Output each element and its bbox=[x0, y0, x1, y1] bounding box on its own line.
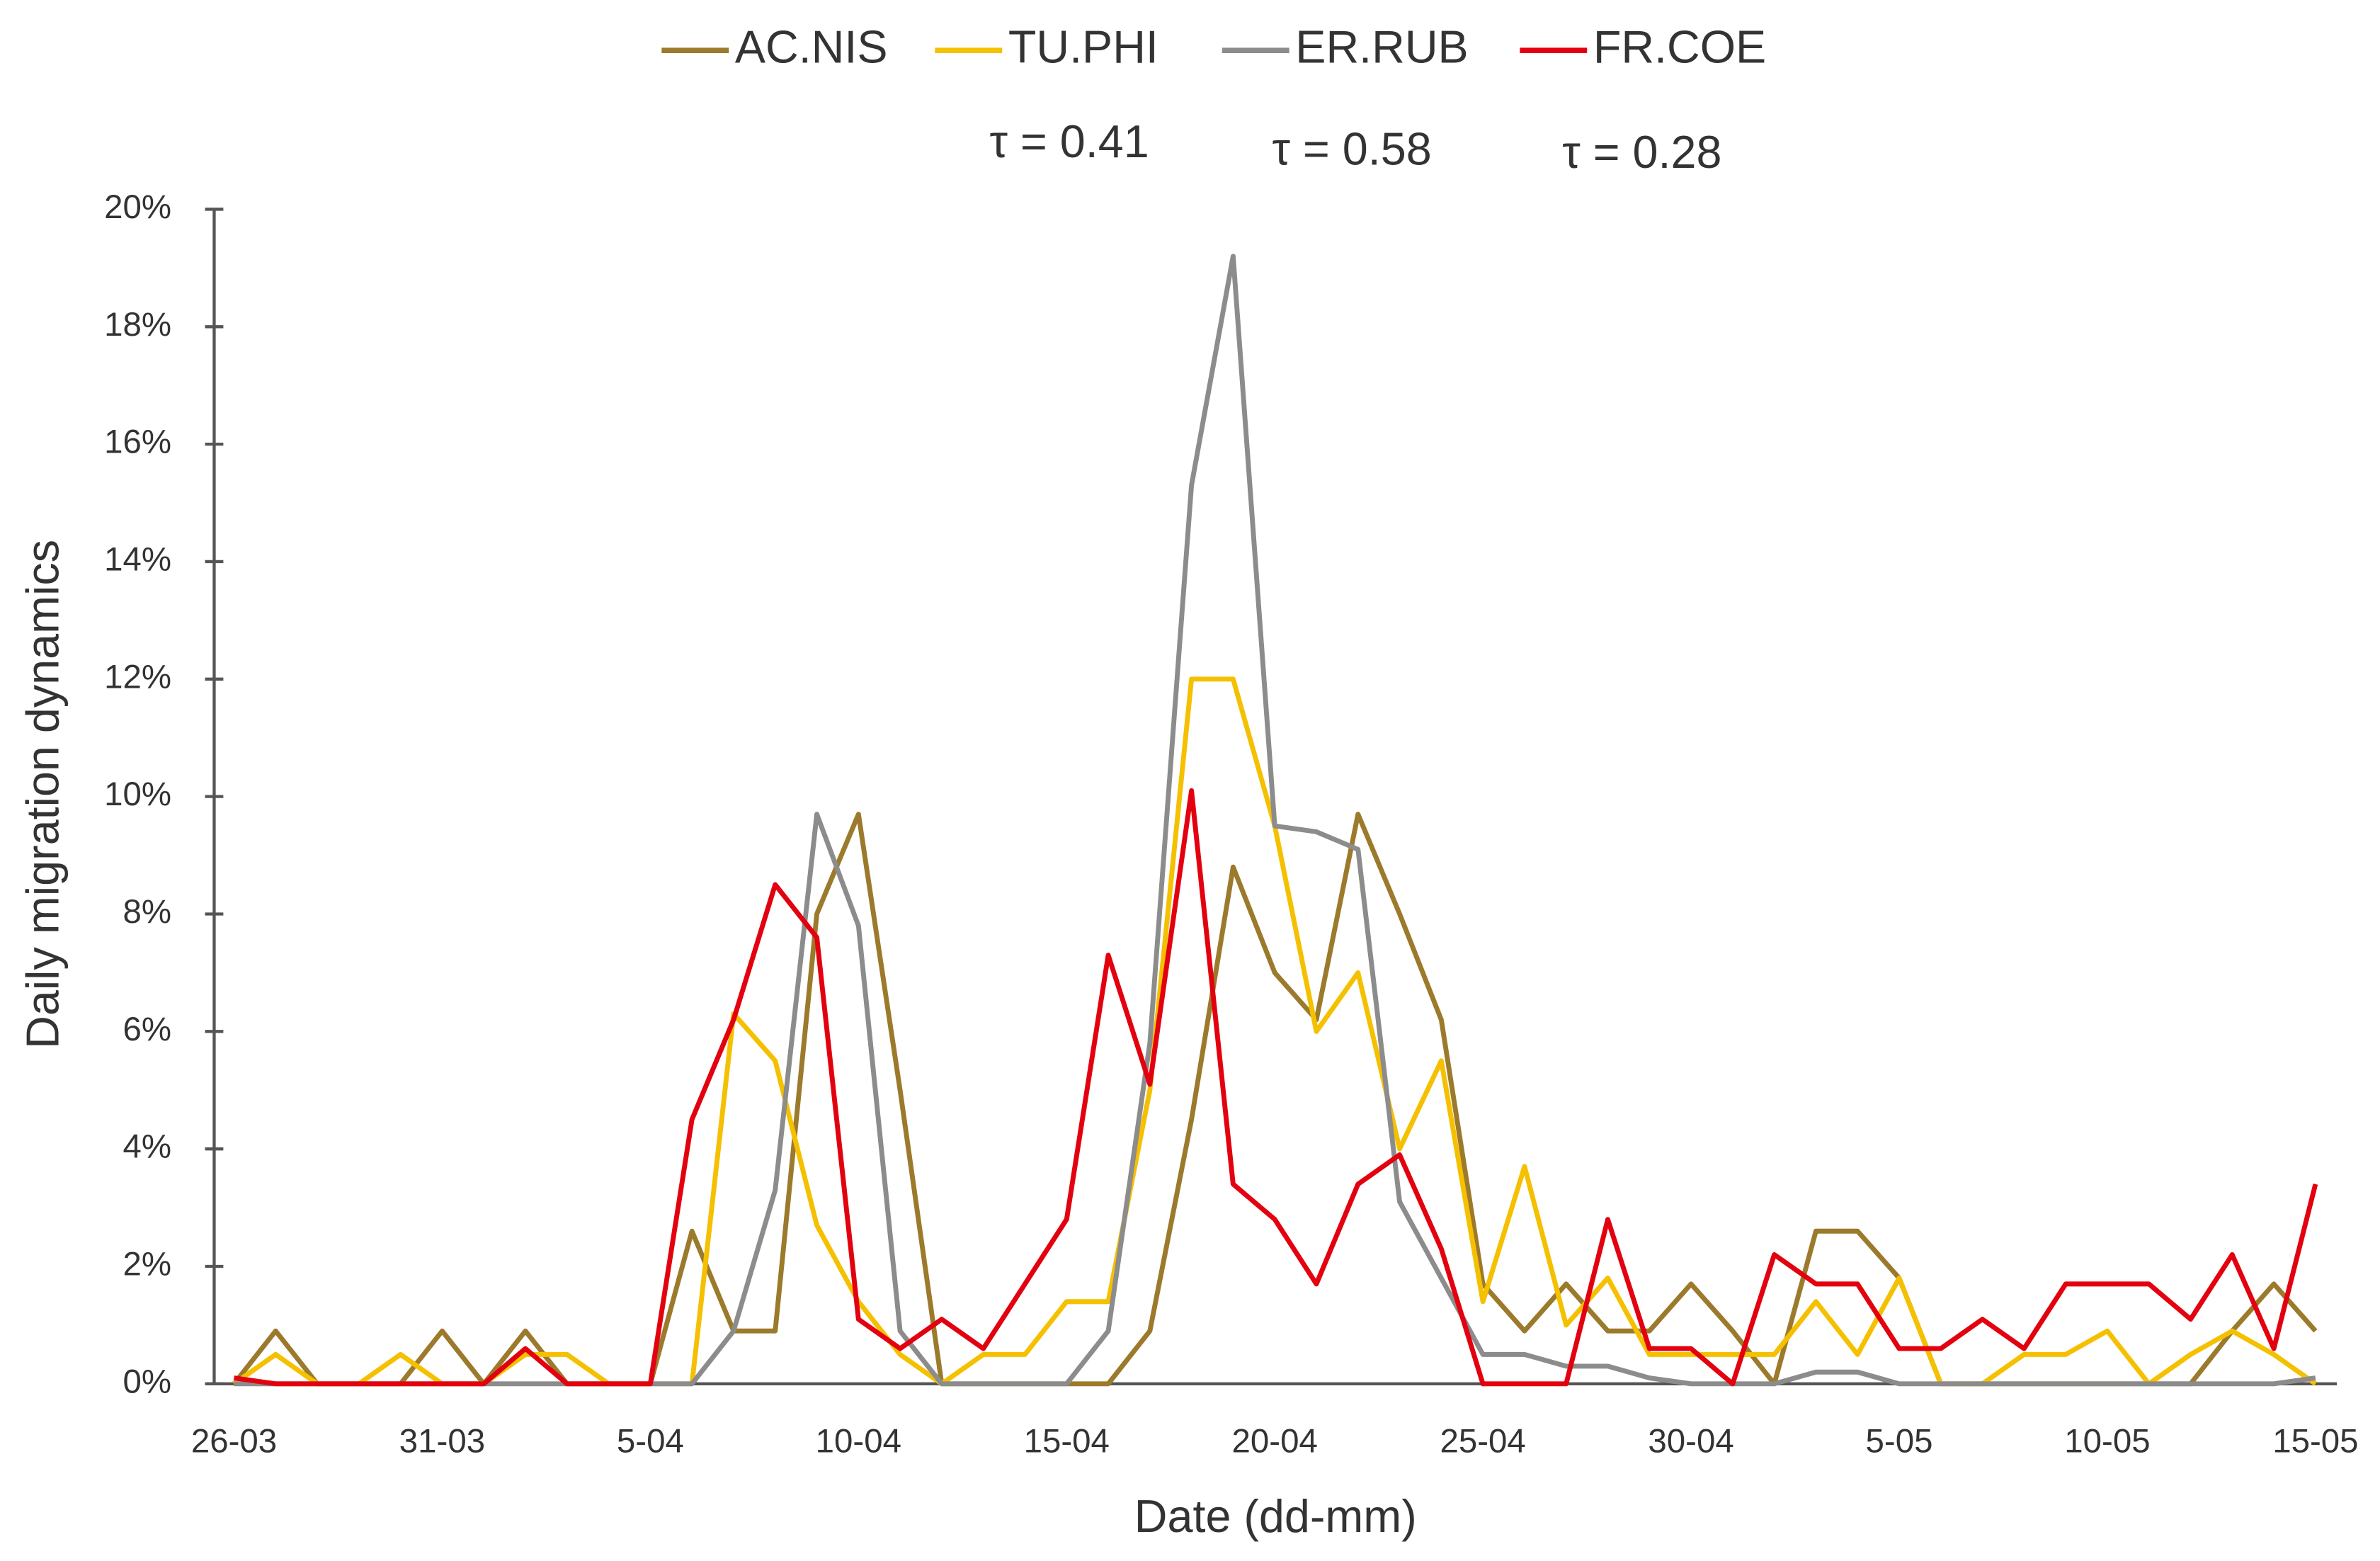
y-tick-label: 4% bbox=[123, 1128, 172, 1166]
x-tick-label: 26-03 bbox=[191, 1422, 277, 1460]
legend-label: TU.PHI bbox=[1008, 21, 1158, 72]
x-tick-label: 30-04 bbox=[1648, 1422, 1733, 1460]
x-tick-label: 15-05 bbox=[2272, 1422, 2358, 1460]
x-tick-label: 25-04 bbox=[1440, 1422, 1525, 1460]
series-line bbox=[232, 676, 2317, 1387]
legend-label: FR.COE bbox=[1593, 21, 1766, 72]
series-line bbox=[232, 812, 2318, 1387]
series-line bbox=[234, 788, 2318, 1387]
x-tick-label: 5-04 bbox=[617, 1422, 684, 1460]
y-tick-label: 8% bbox=[123, 893, 172, 931]
y-tick-label: 2% bbox=[123, 1246, 172, 1283]
y-tick-label: 20% bbox=[104, 188, 171, 226]
y-tick-label: 6% bbox=[123, 1011, 172, 1048]
annotation: τ = 0.41 bbox=[990, 115, 1149, 167]
y-tick-label: 0% bbox=[123, 1363, 172, 1400]
y-tick-label: 12% bbox=[104, 658, 171, 696]
y-tick-label: 18% bbox=[104, 306, 171, 344]
x-tick-label: 20-04 bbox=[1232, 1422, 1318, 1460]
y-tick-label: 14% bbox=[104, 540, 171, 578]
x-tick-label: 31-03 bbox=[399, 1422, 485, 1460]
legend-label: AC.NIS bbox=[735, 21, 888, 72]
x-tick-label: 10-05 bbox=[2064, 1422, 2150, 1460]
y-tick-label: 10% bbox=[104, 776, 171, 813]
legend-label: ER.RUB bbox=[1295, 21, 1468, 72]
annotation: τ = 0.58 bbox=[1272, 123, 1432, 175]
x-tick-label: 15-04 bbox=[1024, 1422, 1110, 1460]
y-axis-title: Daily migration dynamics bbox=[16, 540, 68, 1049]
x-tick-label: 5-05 bbox=[1866, 1422, 1933, 1460]
x-axis-title: Date (dd-mm) bbox=[1134, 1490, 1417, 1542]
annotation: τ = 0.28 bbox=[1562, 126, 1721, 178]
series-line bbox=[234, 254, 2316, 1387]
x-tick-label: 10-04 bbox=[816, 1422, 901, 1460]
y-tick-label: 16% bbox=[104, 424, 171, 461]
